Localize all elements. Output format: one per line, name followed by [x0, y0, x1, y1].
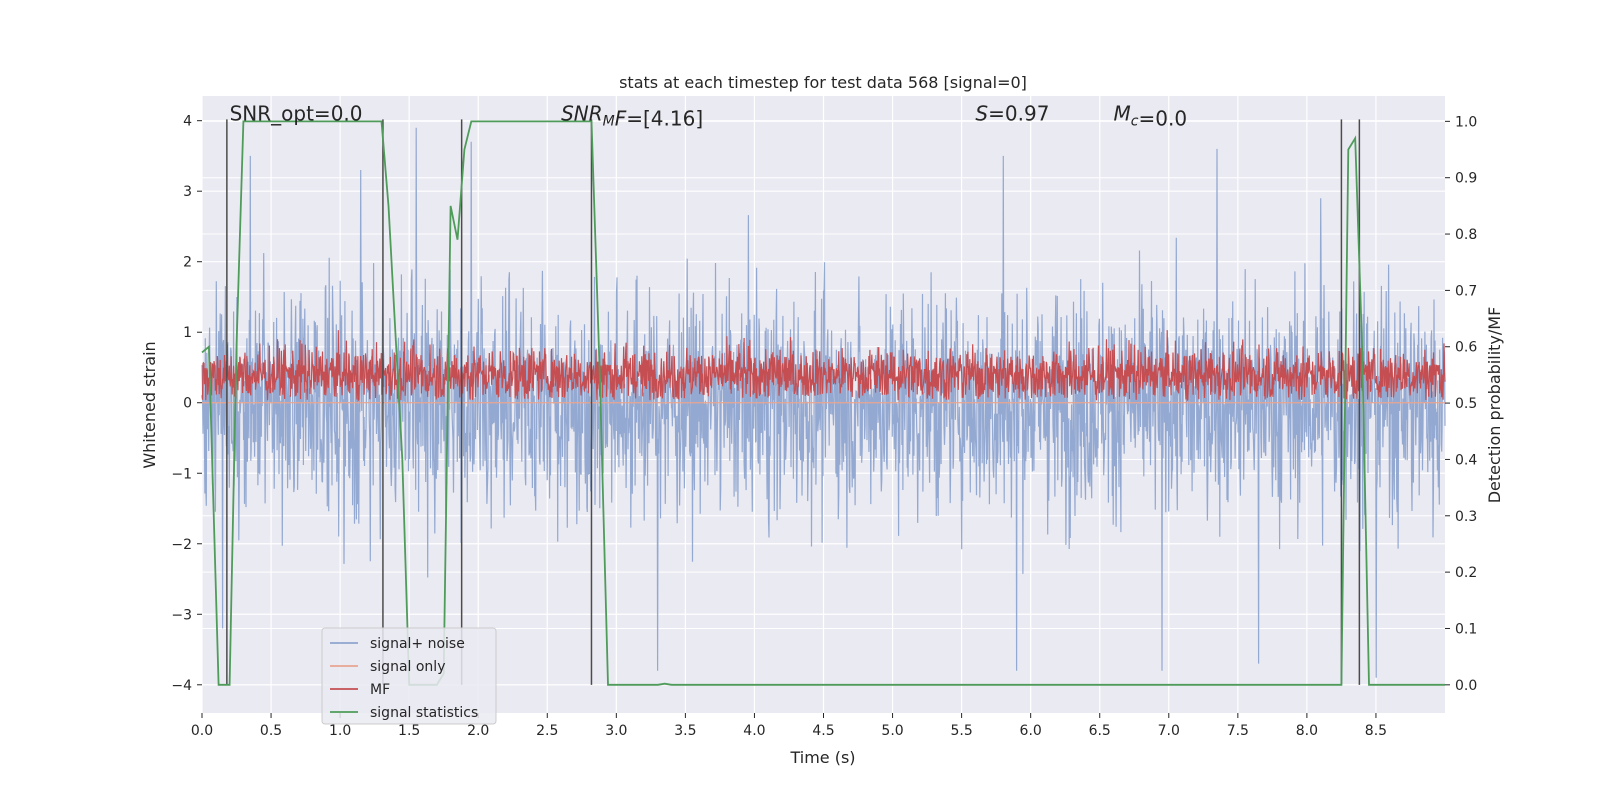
y-right-tick-label: 0.9	[1455, 171, 1477, 187]
annotation-1: SNRMF=[4.16]	[561, 102, 703, 131]
y-right-tick-label: 0.8	[1455, 227, 1477, 243]
x-tick-label: 6.0	[1020, 723, 1042, 739]
x-tick-label: 3.5	[674, 723, 696, 739]
y-tick-label: 3	[183, 184, 192, 200]
annotation-3: Mc=0.0	[1114, 102, 1188, 131]
chart-title: stats at each timestep for test data 568…	[619, 73, 1027, 92]
y-right-tick-label: 0.1	[1455, 621, 1477, 637]
y-tick-label: 2	[183, 255, 192, 271]
x-tick-label: 7.5	[1227, 723, 1249, 739]
y-axis-label: Whitened strain	[140, 341, 159, 468]
y-right-tick-label: 0.7	[1455, 283, 1477, 299]
plot-area	[201, 119, 1446, 686]
y-tick-label: −1	[171, 466, 192, 482]
x-tick-label: 8.0	[1296, 723, 1318, 739]
x-tick-label: 6.5	[1089, 723, 1111, 739]
y-right-tick-label: 0.3	[1455, 509, 1477, 525]
x-tick-label: 0.0	[191, 723, 213, 739]
annotation-0: SNR_opt=0.0	[230, 102, 363, 126]
legend-entry: signal+ noise	[370, 636, 465, 652]
y-tick-label: 0	[183, 396, 192, 412]
x-tick-label: 8.5	[1365, 723, 1387, 739]
legend-entry: MF	[370, 682, 390, 698]
x-tick-label: 2.0	[467, 723, 489, 739]
x-tick-label: 4.5	[812, 723, 834, 739]
y-right-tick-label: 0.0	[1455, 678, 1477, 694]
y-tick-label: −2	[171, 537, 192, 553]
y-tick-label: 4	[183, 114, 192, 130]
x-tick-label: 1.5	[398, 723, 420, 739]
y-right-tick-label: 0.4	[1455, 452, 1477, 468]
x-tick-label: 4.0	[743, 723, 765, 739]
x-axis-label: Time (s)	[789, 748, 855, 767]
legend-entry: signal statistics	[370, 705, 478, 721]
series-mf	[201, 330, 1446, 403]
y-tick-label: −4	[171, 678, 192, 694]
y-right-tick-label: 0.5	[1455, 396, 1477, 412]
x-tick-label: 1.0	[329, 723, 351, 739]
y-right-tick-label: 0.2	[1455, 565, 1477, 581]
legend: signal+ noise signal only MF signal statist…	[321, 627, 497, 725]
y-tick-label: −3	[171, 607, 192, 623]
annotation-2: S=0.97	[975, 102, 1049, 126]
legend-box	[321, 627, 497, 725]
y-right-tick-label: 0.6	[1455, 340, 1477, 356]
y-axis-right-label: Detection probability/MF	[1485, 307, 1504, 504]
x-tick-label: 5.0	[881, 723, 903, 739]
y-right-tick-label: 1.0	[1455, 114, 1477, 130]
legend-entry: signal only	[370, 659, 445, 675]
axes: 0.0 0.5 1.0 1.5 2.0 2.5 3.0 3.5 4.0 4.5 5.0 5.5 6.0 6…	[171, 114, 1477, 739]
x-tick-label: 2.5	[536, 723, 558, 739]
x-tick-label: 5.5	[950, 723, 972, 739]
series-signal-noise	[201, 127, 1446, 678]
x-tick-label: 7.0	[1158, 723, 1180, 739]
annotations: SNR_opt=0.0 SNRMF=[4.16] S=0.97 Mc=0.0	[230, 102, 1187, 131]
x-tick-label: 3.0	[605, 723, 627, 739]
series-signal-statistics	[201, 120, 1445, 686]
y-tick-label: 1	[183, 325, 192, 341]
x-tick-label: 0.5	[260, 723, 282, 739]
